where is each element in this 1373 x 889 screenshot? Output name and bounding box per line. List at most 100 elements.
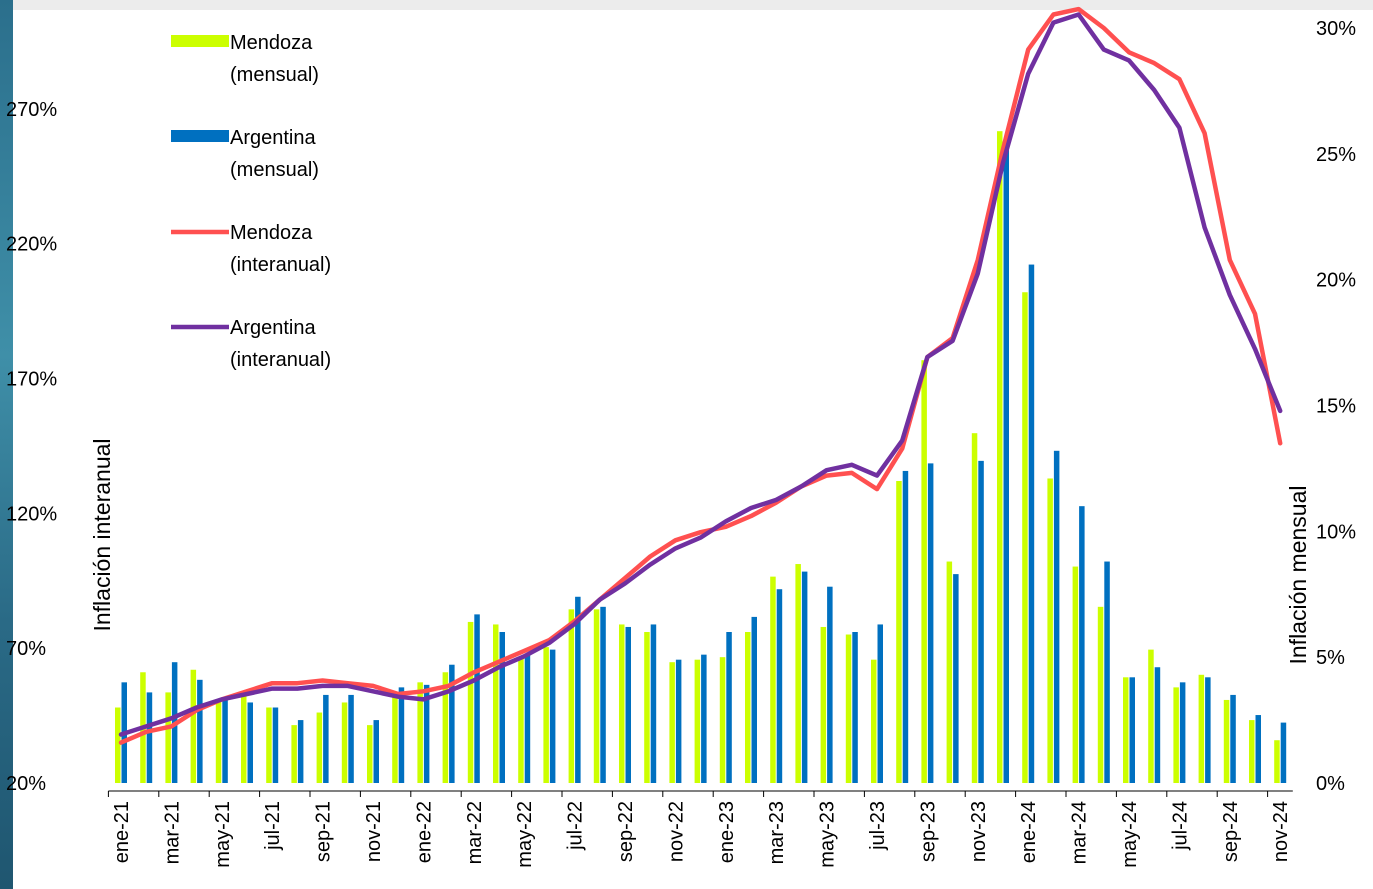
bar-mendoza-mensual-jun-23	[845, 634, 852, 783]
bar-argentina-mensual-oct-24	[1255, 715, 1261, 783]
x-tick-label: may-24	[1119, 801, 1141, 868]
bar-argentina-mensual-jul-23	[877, 624, 883, 783]
bar-argentina-mensual-jun-21	[247, 702, 253, 783]
bar-argentina-mensual-ago-24	[1205, 677, 1211, 783]
bar-mendoza-mensual-abr-23	[795, 564, 801, 783]
x-tick-label: sep-23	[917, 801, 939, 862]
bar-argentina-mensual-may-22	[524, 654, 531, 783]
bar-mendoza-mensual-may-21	[215, 699, 222, 783]
bar-argentina-mensual-ene-24	[1028, 264, 1035, 784]
x-tick-label: mar-24	[1069, 801, 1091, 864]
bar-mendoza-mensual-nov-21	[367, 725, 373, 783]
bar-mendoza-mensual-ago-24	[1198, 674, 1205, 783]
bar-argentina-mensual-dic-23	[1003, 141, 1009, 783]
bar-argentina-mensual-ago-22	[600, 606, 606, 783]
lines-layer	[118, 6, 1283, 745]
bar-mendoza-mensual-oct-22	[644, 632, 650, 783]
bar-argentina-mensual-jul-22	[575, 596, 581, 783]
x-tick-label: nov-23	[968, 801, 990, 862]
top-band	[0, 0, 1373, 10]
bar-argentina-mensual-may-23	[827, 586, 833, 783]
left-edge-band	[0, 0, 13, 889]
legend: Mendoza (mensual) Argentina (mensual) Mendoz…	[171, 32, 331, 371]
left-axis-ticks: 20% 70% 120% 170% 220% 270%	[6, 99, 57, 795]
bar-mendoza-mensual-dic-21	[392, 692, 398, 783]
x-tick-label: mar-23	[766, 801, 788, 864]
bar-mendoza-mensual-nov-23	[971, 433, 978, 783]
x-tick-label: jul-22	[565, 801, 587, 851]
x-tick-label: ene-24	[1018, 801, 1040, 863]
bar-mendoza-mensual-ene-21	[115, 707, 121, 783]
x-tick-label: nov-21	[363, 801, 385, 862]
bar-mendoza-mensual-mar-22	[467, 621, 474, 783]
bar-argentina-mensual-jun-22	[549, 649, 556, 783]
bar-mendoza-mensual-dic-23	[997, 131, 1003, 783]
x-tick-label: jul-23	[867, 801, 889, 851]
line-mendoza-interanual	[118, 6, 1283, 745]
bar-mendoza-mensual-ene-22	[417, 682, 423, 783]
right-axis-ticks: 0% 5% 10% 15% 20% 25% 30%	[1316, 18, 1356, 795]
bar-mendoza-mensual-jun-22	[543, 647, 549, 783]
x-tick-label: sep-22	[615, 801, 637, 862]
x-tick-label: ene-21	[111, 801, 133, 863]
x-tick-label: ene-22	[413, 801, 435, 863]
bar-mendoza-mensual-jun-24	[1148, 649, 1154, 783]
bar-argentina-mensual-abr-23	[801, 571, 808, 783]
x-tick-label: jul-21	[262, 801, 284, 851]
bar-mendoza-mensual-oct-24	[1249, 720, 1255, 783]
bar-mendoza-mensual-ene-23	[719, 657, 726, 783]
x-tick-label: jul-24	[1169, 801, 1191, 851]
y-left-tick-label: 120%	[6, 503, 57, 525]
bar-argentina-mensual-may-21	[222, 699, 228, 783]
bars-layer	[115, 131, 1287, 784]
bar-argentina-mensual-oct-22	[650, 624, 657, 783]
bar-argentina-mensual-nov-24	[1280, 722, 1287, 783]
bar-argentina-mensual-ene-23	[726, 632, 732, 783]
y-left-tick-label: 70%	[6, 638, 46, 660]
bar-mendoza-mensual-dic-22	[694, 659, 701, 783]
bar-argentina-mensual-oct-21	[348, 694, 354, 783]
bar-argentina-mensual-sep-22	[625, 626, 631, 783]
bar-mendoza-mensual-mar-23	[770, 576, 776, 783]
bar-mendoza-mensual-mar-24	[1072, 566, 1079, 783]
bar-argentina-mensual-feb-24	[1053, 450, 1060, 783]
x-tick-label: ene-23	[716, 801, 738, 863]
x-tick-label: sep-21	[313, 801, 335, 862]
y-right-tick-label: 25%	[1316, 144, 1356, 166]
bar-mendoza-mensual-ene-24	[1022, 292, 1028, 783]
bar-mendoza-mensual-oct-21	[341, 702, 348, 783]
bar-argentina-mensual-ago-21	[297, 720, 304, 783]
bar-mendoza-mensual-sep-23	[921, 360, 927, 783]
bar-mendoza-mensual-oct-23	[946, 561, 953, 783]
bar-argentina-mensual-abr-24	[1104, 561, 1110, 783]
bar-argentina-mensual-feb-21	[146, 692, 153, 783]
bar-mendoza-mensual-feb-22	[442, 672, 449, 783]
bar-mendoza-mensual-may-22	[518, 657, 524, 783]
bar-mendoza-mensual-sep-21	[316, 712, 323, 783]
y-right-tick-label: 0%	[1316, 773, 1345, 795]
bar-mendoza-mensual-mar-21	[165, 692, 171, 783]
bar-argentina-mensual-dic-21	[398, 687, 405, 783]
x-tick-label: may-21	[212, 801, 234, 868]
legend-swatch-argentina-mensual	[171, 130, 229, 142]
bar-argentina-mensual-oct-23	[953, 574, 959, 783]
bar-mendoza-mensual-ago-21	[291, 725, 297, 783]
y-left-tick-label: 20%	[6, 773, 46, 795]
bar-argentina-mensual-mar-23	[776, 589, 783, 783]
y-right-tick-label: 5%	[1316, 647, 1345, 669]
y-left-axis-title: Inflación interanual	[89, 438, 115, 631]
bar-argentina-mensual-nov-21	[373, 720, 379, 783]
legend-label-mendoza-interanual: Mendoza (interanual)	[230, 222, 331, 276]
x-tick-label: nov-24	[1270, 801, 1292, 862]
x-tick-label: may-22	[514, 801, 536, 868]
bar-mendoza-mensual-may-24	[1123, 677, 1129, 783]
bar-argentina-mensual-jun-24	[1154, 667, 1161, 783]
bar-argentina-mensual-mar-22	[474, 614, 480, 783]
bar-mendoza-mensual-sep-22	[619, 624, 625, 783]
bar-argentina-mensual-nov-23	[978, 460, 984, 783]
bar-argentina-mensual-jun-23	[852, 632, 858, 783]
bar-argentina-mensual-sep-21	[323, 694, 329, 783]
x-tick-label: mar-21	[161, 801, 183, 864]
bar-argentina-mensual-sep-24	[1230, 694, 1236, 783]
